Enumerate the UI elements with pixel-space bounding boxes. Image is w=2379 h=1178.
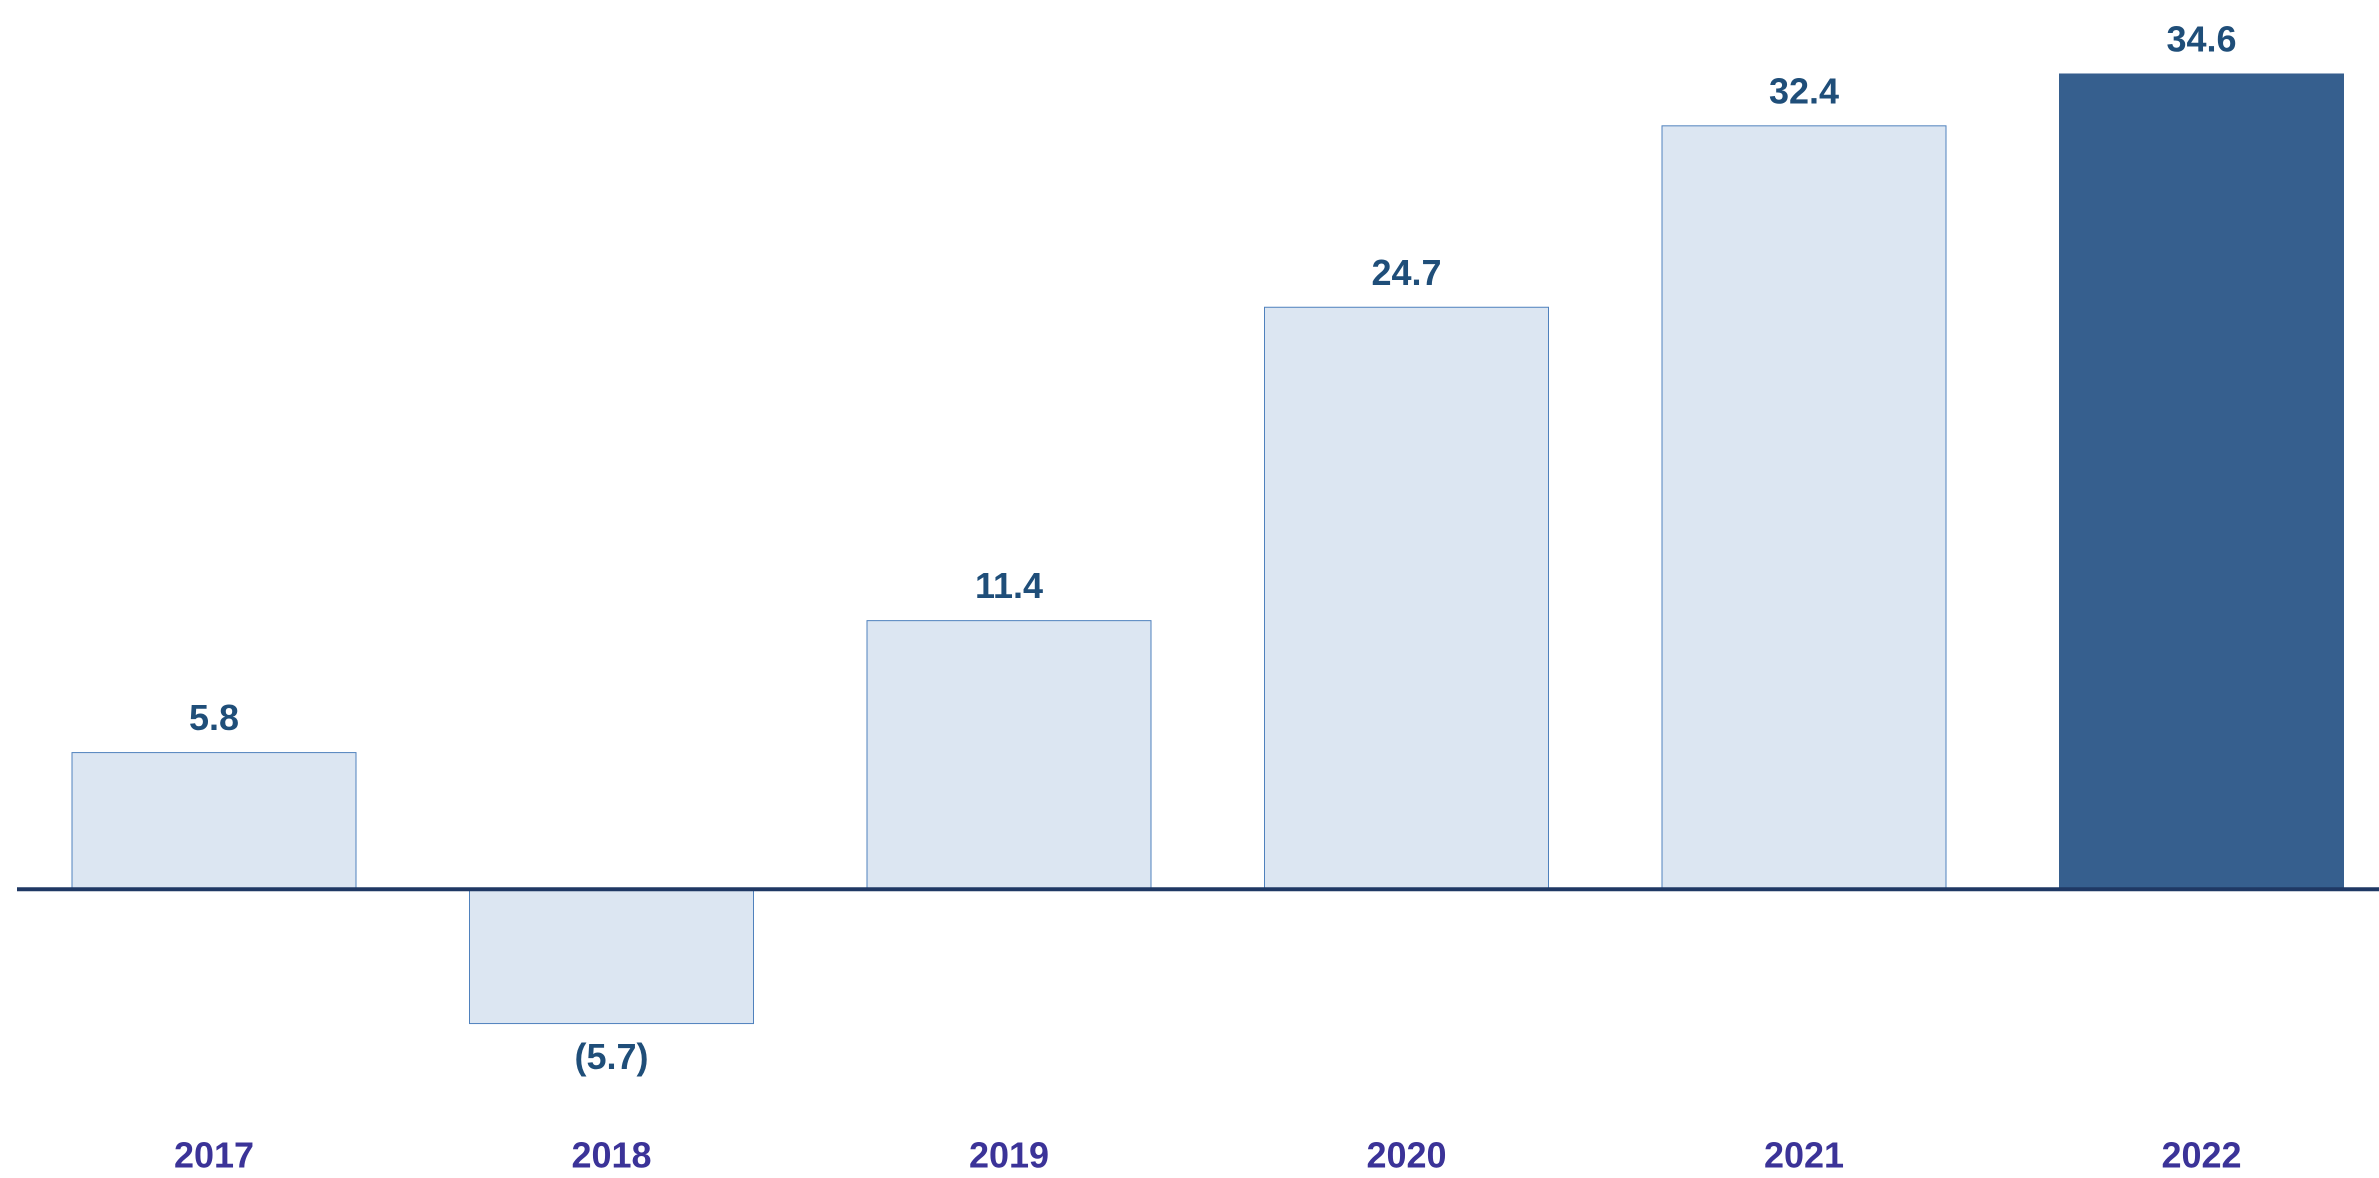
x-tick-label: 2019 — [969, 1135, 1049, 1176]
value-label: 24.7 — [1371, 252, 1441, 293]
bar — [1264, 306, 1549, 890]
x-tick-label: 2020 — [1366, 1135, 1446, 1176]
value-label: (5.7) — [574, 1036, 648, 1077]
bar — [866, 620, 1152, 890]
bar — [1661, 125, 1947, 890]
x-tick-label: 2018 — [571, 1135, 651, 1176]
bar — [2059, 73, 2344, 890]
value-label: 32.4 — [1769, 70, 1839, 111]
value-label: 11.4 — [975, 565, 1043, 606]
x-tick-label: 2017 — [174, 1135, 254, 1176]
bar — [469, 888, 754, 1025]
x-tick-label: 2021 — [1764, 1135, 1844, 1176]
value-label: 5.8 — [189, 697, 239, 738]
bar — [71, 752, 357, 890]
x-tick-label: 2022 — [2161, 1135, 2241, 1176]
value-label: 34.6 — [2166, 19, 2236, 60]
